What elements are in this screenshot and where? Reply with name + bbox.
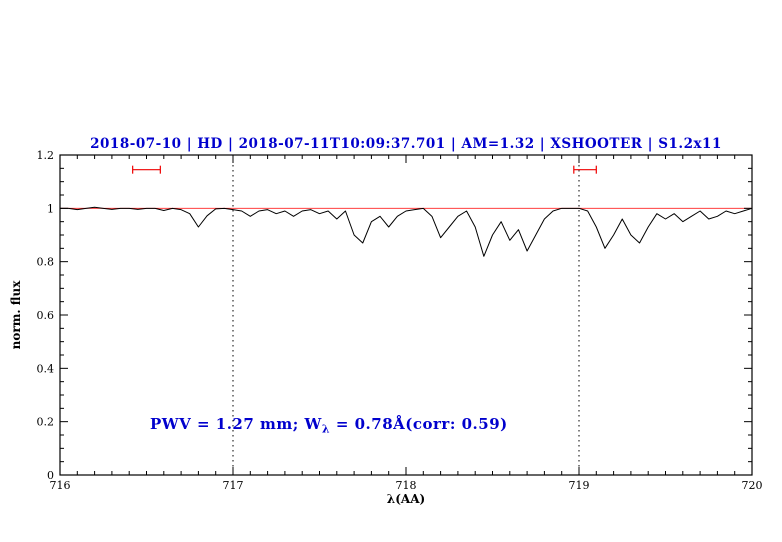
y-tick-labels: 0 0.2 0.4 0.6 0.8 1 1.2	[37, 149, 55, 482]
y-tick-label: 0.4	[37, 362, 55, 375]
x-tick-label: 719	[569, 479, 590, 492]
y-tick-label: 0.6	[37, 309, 55, 322]
pwv-annotation-suffix: = 0.78Å(corr: 0.59)	[330, 415, 508, 433]
interval-marker	[573, 165, 597, 174]
axis-ticks	[59, 154, 753, 476]
pwv-annotation: PWV = 1.27 mm; Wλ = 0.78Å(corr: 0.59)	[150, 415, 508, 436]
y-axis-label: norm. flux	[9, 280, 23, 350]
y-tick-label: 0.8	[37, 256, 55, 269]
x-tick-labels: 716 717 718 719 720	[50, 479, 763, 492]
spectrum-line	[60, 206, 753, 257]
interval-marker	[132, 165, 161, 174]
y-tick-label: 0.2	[37, 416, 55, 429]
spectrum-polyline	[60, 206, 753, 257]
y-tick-label: 1.2	[37, 149, 55, 162]
x-tick-label: 720	[742, 479, 763, 492]
y-tick-label: 0	[47, 469, 54, 482]
pwv-annotation-prefix: PWV = 1.27 mm; W	[150, 415, 323, 433]
x-tick-label: 716	[50, 479, 71, 492]
interval-markers	[132, 165, 597, 174]
y-tick-label: 1	[47, 202, 54, 215]
dotted-gridlines	[232, 155, 580, 475]
x-tick-label: 718	[396, 479, 417, 492]
x-axis-label: λ(AA)	[387, 492, 425, 506]
plot-title: 2018-07-10 | HD | 2018-07-11T10:09:37.70…	[90, 136, 722, 152]
pwv-annotation-subscript: λ	[322, 423, 330, 436]
x-tick-label: 717	[223, 479, 244, 492]
